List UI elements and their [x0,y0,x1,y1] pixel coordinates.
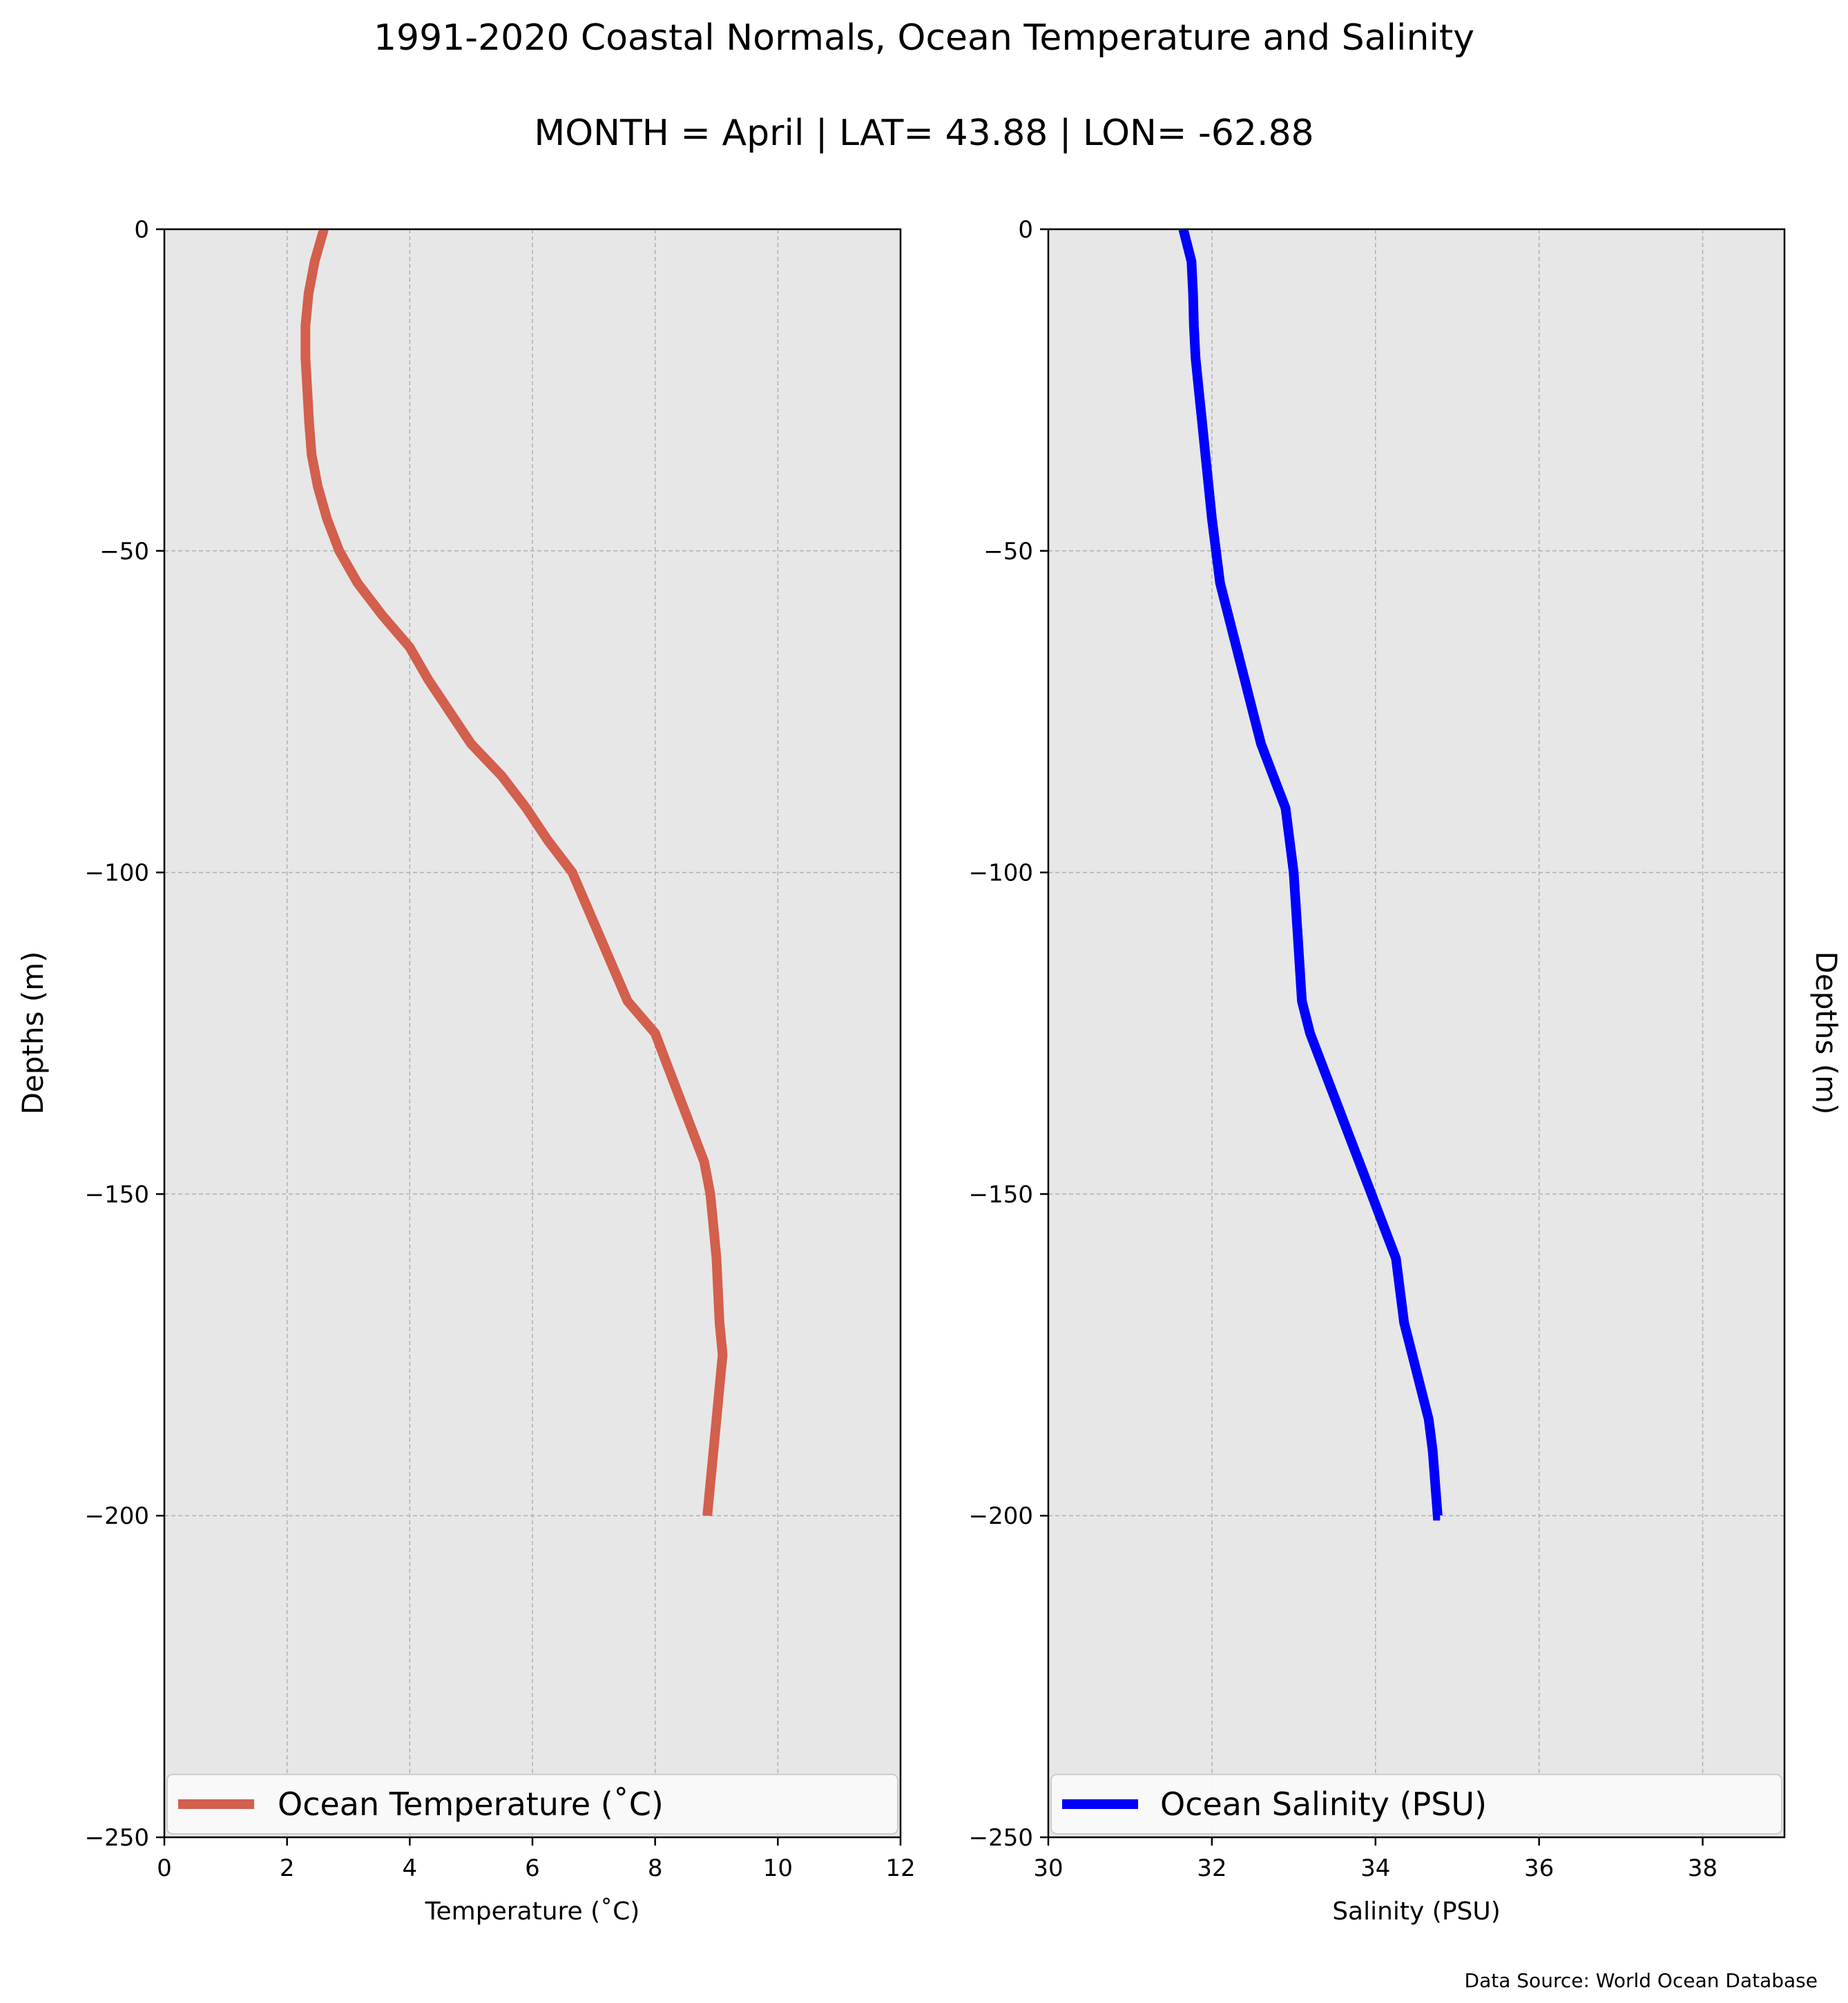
salinity-grid [1048,229,1784,1837]
temperature-ticks: 0 2 4 6 8 10 12 0 −50 −100 −150 −200 −250 [85,216,916,1882]
salinity-x-axis-label: Salinity (PSU) [1332,1897,1501,1926]
y-tick-label: −200 [85,1502,149,1530]
salinity-legend: Ocean Salinity (PSU) [1050,1774,1782,1835]
temperature-x-axis-label: Temperature (˚C) [425,1897,640,1926]
x-tick-label: 10 [763,1855,793,1882]
salinity-ticks: 30 32 34 36 38 0 −50 −100 −150 −200 −250 [969,216,1718,1882]
y-tick-label: −50 [99,538,149,565]
x-tick-label: 32 [1197,1855,1226,1882]
x-tick-label: 34 [1360,1855,1390,1882]
figure-subtitle: MONTH = April | LAT= 43.88 | LON= -62.88 [534,113,1313,154]
data-source-note: Data Source: World Ocean Database [1465,1969,1818,1992]
y-tick-label: −250 [85,1824,149,1852]
x-tick-label: 0 [157,1855,172,1882]
salinity-axes-frame [1047,228,1786,1839]
y-tick-label: −100 [969,860,1033,887]
x-tick-label: 30 [1033,1855,1063,1882]
temperature-legend: Ocean Temperature (˚C) [166,1774,898,1835]
salinity-series [1178,228,1443,1521]
salinity-panel: 30 32 34 36 38 0 −50 −100 −150 −200 −250 Ocean Sal… [969,216,1843,1926]
salinity-y-axis-label: Depths (m) [1809,951,1843,1115]
x-tick-label: 6 [525,1855,540,1882]
y-tick-label: −200 [969,1502,1033,1530]
y-tick-label: −250 [969,1824,1033,1852]
y-tick-label: −100 [85,860,149,887]
salinity-legend-label: Ocean Salinity (PSU) [1160,1786,1487,1823]
temperature-panel: 0 2 4 6 8 10 12 0 −50 −100 −150 −200 −250 Ocean Temp… [16,216,916,1926]
series-line [1178,228,1443,1521]
y-tick-label: −150 [85,1181,149,1208]
y-tick-label: 0 [134,216,149,244]
temperature-series [300,228,728,1516]
x-tick-label: 38 [1688,1855,1717,1882]
y-tick-label: −50 [983,538,1033,565]
series-line [300,228,728,1516]
temperature-legend-label: Ocean Temperature (˚C) [278,1786,664,1823]
temperature-y-axis-label: Depths (m) [16,951,50,1115]
y-tick-label: 0 [1018,216,1033,244]
x-tick-label: 8 [648,1855,663,1882]
x-tick-label: 2 [280,1855,295,1882]
salinity-legend-box [1050,1774,1782,1835]
y-tick-label: −150 [969,1181,1033,1208]
x-tick-label: 4 [403,1855,418,1882]
figure-title: 1991-2020 Coastal Normals, Ocean Tempera… [374,17,1474,59]
x-tick-label: 36 [1524,1855,1554,1882]
salinity-plot-area [1048,229,1784,1837]
x-tick-label: 12 [885,1855,915,1882]
temperature-legend-box [166,1774,898,1835]
